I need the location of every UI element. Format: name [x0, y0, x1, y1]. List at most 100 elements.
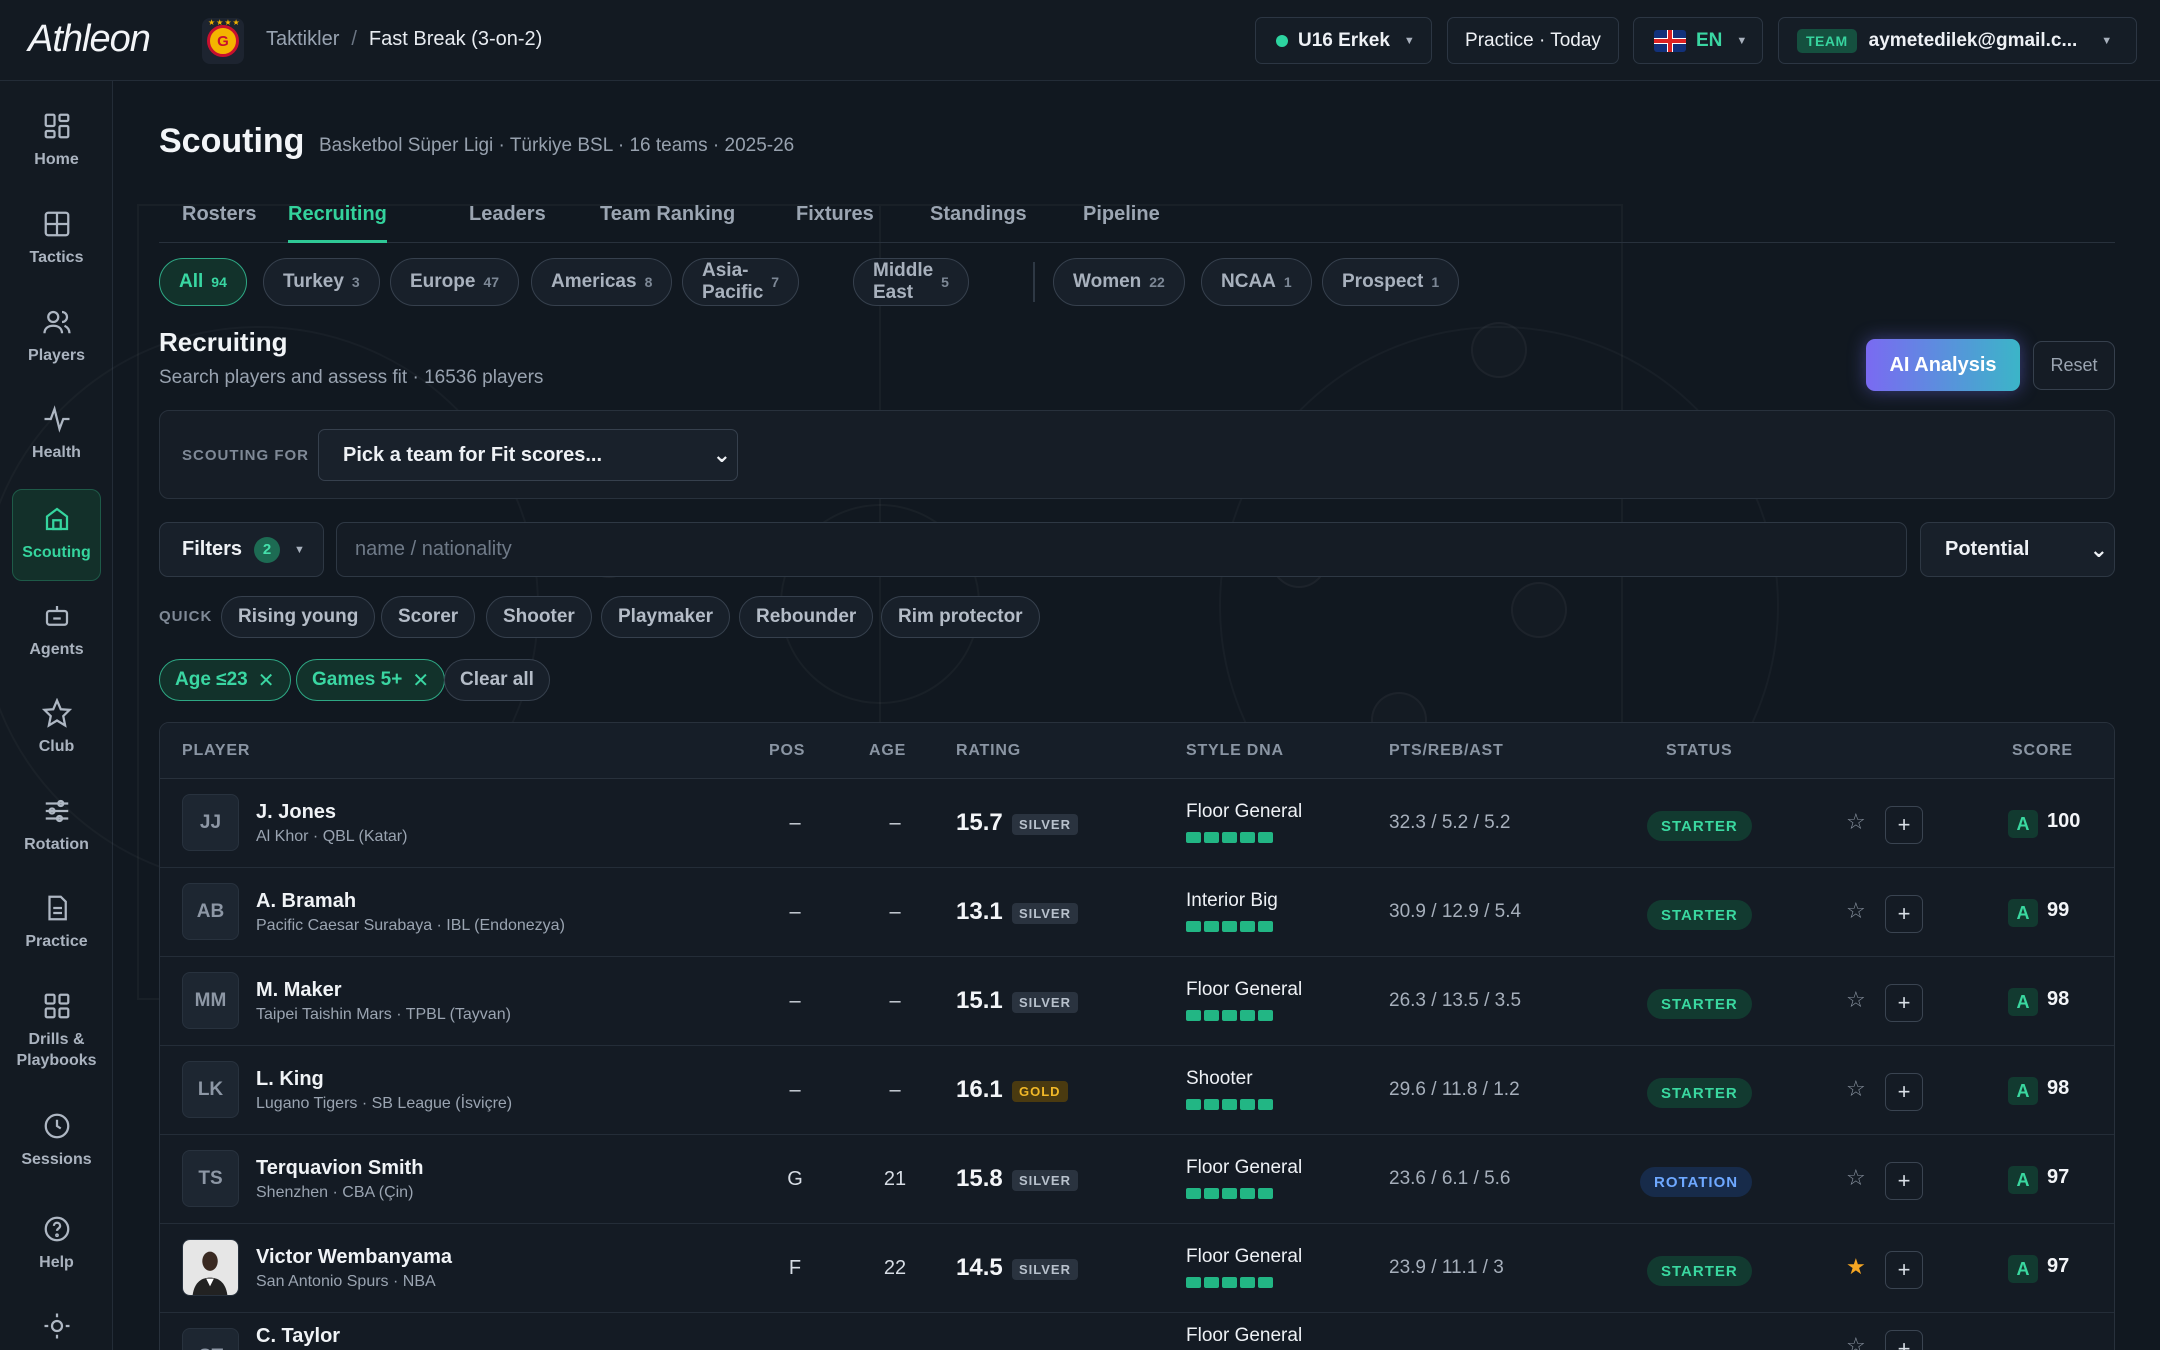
- header-rating[interactable]: RATING: [956, 742, 1021, 759]
- player-name[interactable]: J. Jones: [256, 801, 337, 823]
- sidebar-item-rotation[interactable]: Rotation: [12, 796, 101, 855]
- player-name[interactable]: M. Maker: [256, 979, 342, 1001]
- sidebar-item-players[interactable]: Players: [12, 307, 101, 366]
- chip-europe[interactable]: Europe 47: [390, 258, 520, 306]
- header-score[interactable]: SCORE: [2012, 742, 2073, 759]
- table-row[interactable]: TS Terquavion Smith Shenzhen · CBA (Çin) G 2…: [160, 1135, 2114, 1224]
- tab-team-ranking[interactable]: Team Ranking: [600, 203, 736, 225]
- star-icon[interactable]: ☆: [1846, 987, 1866, 1012]
- header-status[interactable]: STATUS: [1666, 742, 1733, 759]
- sidebar-item-drills-playbooks[interactable]: Drills & Playbooks: [12, 991, 101, 1071]
- tab-standings[interactable]: Standings: [930, 203, 1027, 225]
- add-to-list-button[interactable]: +: [1885, 895, 1923, 933]
- header-stats[interactable]: PTS/REB/AST: [1389, 742, 1504, 759]
- bot-icon: [45, 606, 68, 626]
- sidebar-item-help[interactable]: Help: [12, 1214, 101, 1273]
- add-to-list-button[interactable]: +: [1885, 1251, 1923, 1289]
- top-bar: Athleon ★★★★ G Taktikler / Fast Break (3-on…: [0, 0, 2160, 81]
- quick-shooter[interactable]: Shooter: [486, 596, 592, 638]
- session-button[interactable]: Practice · Today: [1447, 17, 1619, 64]
- sidebar-item-scouting[interactable]: Scouting: [12, 489, 101, 581]
- header-age[interactable]: AGE: [869, 742, 907, 759]
- chip-prospect[interactable]: Prospect 1: [1322, 258, 1460, 306]
- chip-all[interactable]: All 94: [159, 258, 247, 306]
- tab-rosters[interactable]: Rosters: [182, 203, 257, 225]
- header-player[interactable]: PLAYER: [182, 742, 251, 759]
- table-row[interactable]: JJ J. Jones Al Khor · QBL (Katar) – – 15.7 SIL…: [160, 779, 2114, 868]
- quick-playmaker[interactable]: Playmaker: [601, 596, 731, 638]
- reset-button[interactable]: Reset: [2033, 341, 2115, 390]
- star-icon[interactable]: ☆: [1846, 1076, 1866, 1101]
- chip-turkey[interactable]: Turkey 3: [263, 258, 380, 306]
- sidebar-item-sessions[interactable]: Sessions: [12, 1111, 101, 1170]
- sort-select[interactable]: Potential ⌄: [1920, 522, 2115, 577]
- star-icon[interactable]: ☆: [1846, 809, 1866, 834]
- sidebar-item-tactics[interactable]: Tactics: [12, 209, 101, 268]
- tab-fixtures[interactable]: Fixtures: [796, 203, 874, 225]
- table-row[interactable]: LK L. King Lugano Tigers · SB League (İsvi…: [160, 1046, 2114, 1135]
- header-style-dna[interactable]: STYLE DNA: [1186, 742, 1284, 759]
- header-pos[interactable]: POS: [769, 742, 806, 759]
- clear-all-button[interactable]: Clear all: [444, 659, 550, 701]
- chip-middle-east[interactable]: Middle East 5: [853, 258, 969, 306]
- close-icon[interactable]: ✕: [257, 669, 275, 692]
- chip-asia-pacific[interactable]: Asia-Pacific 7: [682, 258, 800, 306]
- add-to-list-button[interactable]: +: [1885, 1162, 1923, 1200]
- quick-scorer[interactable]: Scorer: [381, 596, 476, 638]
- chip-ncaa[interactable]: NCAA 1: [1201, 258, 1312, 306]
- search-input[interactable]: name / nationality: [336, 522, 1907, 577]
- tab-pipeline[interactable]: Pipeline: [1083, 203, 1160, 225]
- chip-women[interactable]: Women 22: [1053, 258, 1185, 306]
- player-name[interactable]: A. Bramah: [256, 890, 357, 912]
- star-icon[interactable]: ☆: [1846, 1333, 1866, 1350]
- scouting-for-select[interactable]: Pick a team for Fit scores... ⌄: [318, 429, 738, 481]
- table-row[interactable]: CT C. Taylor Floor General ☆ +: [160, 1313, 2114, 1350]
- breadcrumb-current: Fast Break (3-on-2): [368, 28, 543, 50]
- player-name[interactable]: C. Taylor: [256, 1325, 341, 1347]
- table-row[interactable]: AB A. Bramah Pacific Caesar Surabaya · IBL…: [160, 868, 2114, 957]
- tab-recruiting[interactable]: Recruiting: [288, 203, 387, 243]
- sidebar-item-agents[interactable]: Agents: [12, 601, 101, 660]
- team-selector[interactable]: U16 Erkek ▼: [1255, 17, 1432, 64]
- club-crest-icon[interactable]: ★★★★ G: [202, 18, 244, 64]
- add-to-list-button[interactable]: +: [1885, 1073, 1923, 1111]
- table-row[interactable]: MM M. Maker Taipei Taishin Mars · TPBL (Ta…: [160, 957, 2114, 1046]
- add-to-list-button[interactable]: +: [1885, 806, 1923, 844]
- chip-americas[interactable]: Americas 8: [531, 258, 673, 306]
- app-logo[interactable]: Athleon: [28, 18, 151, 60]
- active-filter-games[interactable]: Games 5+ ✕: [296, 659, 446, 701]
- star-icon[interactable]: ★: [1846, 1254, 1866, 1279]
- quick-rising-young[interactable]: Rising young: [221, 596, 376, 638]
- sidebar-item-practice[interactable]: Practice: [12, 893, 101, 952]
- account-menu[interactable]: TEAM aymetedilek@gmail.c... ▼: [1778, 17, 2137, 64]
- rating-tier-badge: GOLD: [1012, 1081, 1068, 1102]
- players-table: PLAYER POS AGE RATING STYLE DNA PTS/REB/…: [159, 722, 2115, 1350]
- filters-button[interactable]: Filters 2 ▼: [159, 522, 324, 577]
- star-icon[interactable]: ☆: [1846, 898, 1866, 923]
- close-icon[interactable]: ✕: [412, 669, 430, 692]
- player-rating: 15.1: [956, 987, 1003, 1014]
- player-name[interactable]: Victor Wembanyama: [256, 1246, 453, 1268]
- active-filter-age[interactable]: Age ≤23 ✕: [159, 659, 291, 701]
- tab-leaders[interactable]: Leaders: [469, 203, 546, 225]
- star-icon[interactable]: ☆: [1846, 1165, 1866, 1190]
- ai-analysis-button[interactable]: AI Analysis: [1866, 339, 2020, 391]
- tab-bar: Rosters Recruiting Leaders Team Ranking …: [159, 193, 2115, 243]
- player-name[interactable]: L. King: [256, 1068, 324, 1090]
- player-team: San Antonio Spurs · NBA: [256, 1273, 436, 1290]
- add-to-list-button[interactable]: +: [1885, 1330, 1923, 1350]
- sidebar-item-home[interactable]: Home: [12, 111, 101, 170]
- language-selector[interactable]: EN ▼: [1633, 17, 1763, 64]
- player-avatar: JJ: [182, 794, 239, 851]
- add-to-list-button[interactable]: +: [1885, 984, 1923, 1022]
- player-position: –: [789, 990, 801, 1012]
- sidebar-item-health[interactable]: Health: [12, 404, 101, 463]
- breadcrumb-parent[interactable]: Taktikler: [266, 28, 340, 50]
- grid-icon: [44, 211, 69, 237]
- player-name[interactable]: Terquavion Smith: [256, 1157, 424, 1179]
- quick-rim-protector[interactable]: Rim protector: [881, 596, 1040, 638]
- sidebar-item-club[interactable]: Club: [12, 698, 101, 757]
- quick-rebounder[interactable]: Rebounder: [739, 596, 874, 638]
- sidebar-item-settings[interactable]: [12, 1311, 101, 1349]
- table-row[interactable]: Victor Wembanyama San Antonio Spurs · NBA…: [160, 1224, 2114, 1313]
